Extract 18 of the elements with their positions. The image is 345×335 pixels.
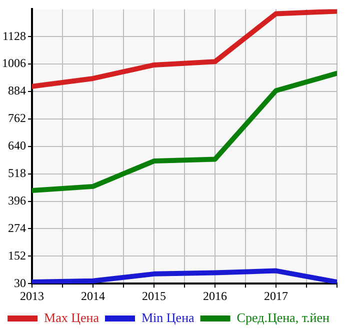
x-tick-label: 2017 [264, 288, 288, 303]
legend-label: Сред.Цена, т.йен [236, 310, 330, 325]
y-tick-label: 274 [8, 220, 26, 235]
x-tick-label: 2016 [203, 288, 227, 303]
x-tick-label: 2015 [142, 288, 166, 303]
y-tick-label: 1128 [2, 28, 26, 43]
y-tick-label: 1006 [2, 56, 26, 70]
y-tick-label: 762 [8, 111, 26, 126]
legend-label: Min Цена [142, 310, 195, 325]
y-tick-label: 640 [8, 138, 26, 153]
y-tick-label: 884 [8, 84, 26, 98]
x-tick-label: 2013 [20, 288, 44, 303]
y-tick-label: 152 [8, 248, 26, 262]
y-tick-label: 396 [8, 193, 26, 208]
x-tick-label: 2014 [81, 288, 105, 303]
y-tick-label: 518 [8, 166, 26, 180]
y-tick-label: 30 [14, 276, 26, 290]
legend-label: Max Цена [44, 310, 100, 325]
